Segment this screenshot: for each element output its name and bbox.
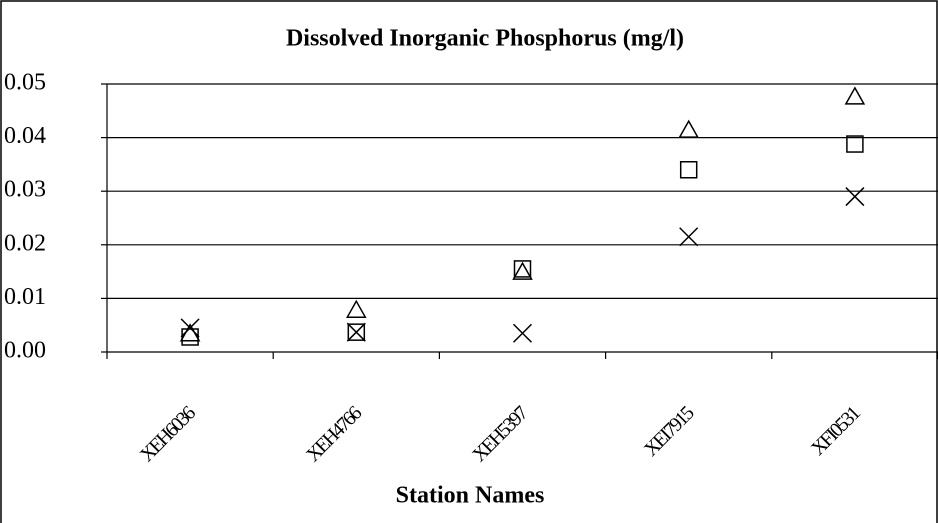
marker-square	[181, 328, 199, 346]
marker-triangle	[844, 86, 866, 105]
marker-square	[679, 161, 698, 179]
marker-x	[679, 227, 699, 247]
marker-x	[845, 187, 865, 207]
y-tick-label: 0.04	[4, 123, 46, 149]
y-tick-label: 0.02	[4, 230, 46, 256]
marker-square	[347, 323, 366, 341]
x-tick-label: XFI0531	[807, 403, 864, 460]
y-tick-label: 0.01	[4, 284, 46, 310]
y-tick-label: 0.03	[4, 177, 46, 203]
x-tick-label: XEH6036	[136, 402, 200, 466]
marker-triangle	[346, 299, 367, 318]
x-tick-label: XEI7915	[640, 402, 699, 461]
marker-x	[346, 322, 366, 342]
marker-square	[513, 260, 532, 278]
x-tick-label: XEH4766	[302, 402, 366, 466]
marker-triangle	[678, 119, 699, 138]
chart-title: Dissolved Inorganic Phosphorus (mg/l)	[286, 26, 684, 52]
x-tick-label: XEH5397	[468, 402, 532, 466]
marker-x	[512, 323, 533, 343]
y-tick-label: 0.05	[4, 70, 46, 96]
marker-triangle	[512, 261, 533, 280]
x-axis-label: Station Names	[396, 483, 545, 509]
marker-x	[180, 318, 200, 338]
y-tick-label: 0.00	[4, 338, 46, 364]
marker-square	[846, 135, 864, 153]
